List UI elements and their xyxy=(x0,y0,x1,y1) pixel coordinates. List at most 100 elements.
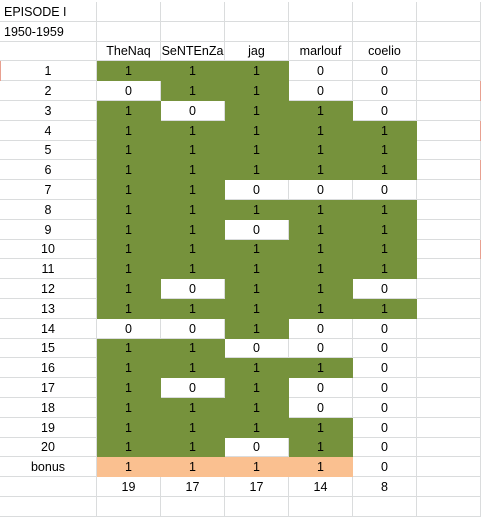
empty-cell[interactable] xyxy=(417,339,481,358)
column-header-jag[interactable]: jag xyxy=(225,42,289,61)
empty-cell[interactable] xyxy=(225,22,289,42)
score-cell[interactable]: 1 xyxy=(97,378,161,398)
empty-cell[interactable] xyxy=(417,457,481,477)
empty-cell[interactable] xyxy=(417,299,481,319)
score-cell[interactable]: 1 xyxy=(161,358,225,378)
score-cell[interactable]: 1 xyxy=(225,160,289,180)
column-header-coelio[interactable]: coelio xyxy=(353,42,417,61)
score-cell[interactable]: 0 xyxy=(97,81,161,101)
score-cell[interactable]: 1 xyxy=(353,240,417,259)
empty-cell[interactable] xyxy=(97,497,161,517)
score-cell[interactable]: 1 xyxy=(353,259,417,279)
total-cell[interactable]: 8 xyxy=(353,477,417,497)
score-cell[interactable]: 1 xyxy=(97,259,161,279)
score-cell[interactable]: 1 xyxy=(289,141,353,160)
score-cell[interactable]: 1 xyxy=(97,101,161,121)
score-cell[interactable]: 1 xyxy=(225,259,289,279)
empty-cell[interactable] xyxy=(289,2,353,22)
empty-cell[interactable] xyxy=(417,358,481,378)
row-label[interactable]: 8 xyxy=(0,200,97,220)
empty-cell[interactable] xyxy=(417,2,481,22)
score-cell[interactable]: 1 xyxy=(225,141,289,160)
empty-cell[interactable] xyxy=(417,418,481,438)
score-cell[interactable]: 0 xyxy=(289,319,353,339)
score-cell[interactable]: 1 xyxy=(353,200,417,220)
score-cell[interactable]: 0 xyxy=(161,279,225,299)
score-cell[interactable]: 1 xyxy=(225,101,289,121)
total-cell[interactable]: 17 xyxy=(161,477,225,497)
score-cell[interactable]: 1 xyxy=(353,220,417,240)
score-cell[interactable]: 1 xyxy=(225,398,289,418)
total-cell[interactable]: 14 xyxy=(289,477,353,497)
empty-cell[interactable] xyxy=(417,141,481,160)
score-cell[interactable]: 1 xyxy=(161,339,225,358)
score-cell[interactable]: 0 xyxy=(353,180,417,200)
empty-cell[interactable] xyxy=(417,497,481,517)
row-label[interactable]: 17 xyxy=(0,378,97,398)
score-cell[interactable]: 1 xyxy=(97,121,161,141)
empty-cell[interactable] xyxy=(0,497,97,517)
empty-cell[interactable] xyxy=(353,497,417,517)
row-label[interactable]: 3 xyxy=(0,101,97,121)
score-cell[interactable]: 0 xyxy=(289,180,353,200)
score-cell[interactable]: 1 xyxy=(225,200,289,220)
empty-cell[interactable] xyxy=(417,279,481,299)
score-cell[interactable]: 1 xyxy=(97,220,161,240)
score-cell[interactable]: 0 xyxy=(289,378,353,398)
score-cell[interactable]: 0 xyxy=(289,81,353,101)
empty-cell[interactable] xyxy=(97,2,161,22)
score-cell[interactable]: 1 xyxy=(225,319,289,339)
score-cell[interactable]: 1 xyxy=(225,418,289,438)
score-cell[interactable]: 0 xyxy=(353,438,417,457)
empty-cell[interactable] xyxy=(417,61,481,81)
score-cell[interactable]: 0 xyxy=(161,378,225,398)
score-cell[interactable]: 1 xyxy=(161,200,225,220)
score-cell[interactable]: 1 xyxy=(97,180,161,200)
empty-cell[interactable] xyxy=(417,378,481,398)
score-cell[interactable]: 1 xyxy=(97,240,161,259)
empty-cell[interactable] xyxy=(417,160,481,180)
score-cell[interactable]: 1 xyxy=(289,220,353,240)
row-label[interactable]: 5 xyxy=(0,141,97,160)
row-label[interactable]: 13 xyxy=(0,299,97,319)
empty-cell[interactable] xyxy=(417,319,481,339)
subtitle-cell[interactable]: 1950-1959 xyxy=(0,22,97,42)
row-label[interactable]: 14 xyxy=(0,319,97,339)
score-cell[interactable]: 0 xyxy=(161,101,225,121)
score-cell[interactable]: 1 xyxy=(97,61,161,81)
score-cell[interactable]: 0 xyxy=(97,319,161,339)
row-label[interactable]: 1 xyxy=(0,61,97,81)
empty-cell[interactable] xyxy=(417,81,481,101)
score-cell[interactable]: 1 xyxy=(289,358,353,378)
score-cell[interactable]: 0 xyxy=(353,418,417,438)
empty-cell[interactable] xyxy=(417,101,481,121)
score-cell[interactable]: 1 xyxy=(353,299,417,319)
row-label[interactable]: 20 xyxy=(0,438,97,457)
score-cell[interactable]: 0 xyxy=(225,339,289,358)
score-cell[interactable]: 0 xyxy=(353,398,417,418)
score-cell[interactable]: 1 xyxy=(161,220,225,240)
empty-cell[interactable] xyxy=(0,477,97,497)
empty-cell[interactable] xyxy=(161,497,225,517)
score-cell[interactable]: 1 xyxy=(225,378,289,398)
score-cell[interactable]: 1 xyxy=(161,121,225,141)
total-cell[interactable]: 17 xyxy=(225,477,289,497)
empty-cell[interactable] xyxy=(225,2,289,22)
empty-cell[interactable] xyxy=(417,22,481,42)
score-cell[interactable]: 1 xyxy=(97,160,161,180)
score-cell[interactable]: 0 xyxy=(353,457,417,477)
score-cell[interactable]: 0 xyxy=(225,220,289,240)
row-label[interactable]: 4 xyxy=(0,121,97,141)
score-cell[interactable]: 1 xyxy=(289,259,353,279)
score-cell[interactable]: 1 xyxy=(289,121,353,141)
empty-cell[interactable] xyxy=(417,200,481,220)
score-cell[interactable]: 0 xyxy=(353,279,417,299)
score-cell[interactable]: 1 xyxy=(161,438,225,457)
score-cell[interactable]: 1 xyxy=(97,279,161,299)
score-cell[interactable]: 1 xyxy=(161,259,225,279)
score-cell[interactable]: 1 xyxy=(289,457,353,477)
row-label[interactable]: 7 xyxy=(0,180,97,200)
title-cell[interactable]: EPISODE I xyxy=(0,2,97,22)
score-cell[interactable]: 0 xyxy=(161,319,225,339)
empty-cell[interactable] xyxy=(353,2,417,22)
